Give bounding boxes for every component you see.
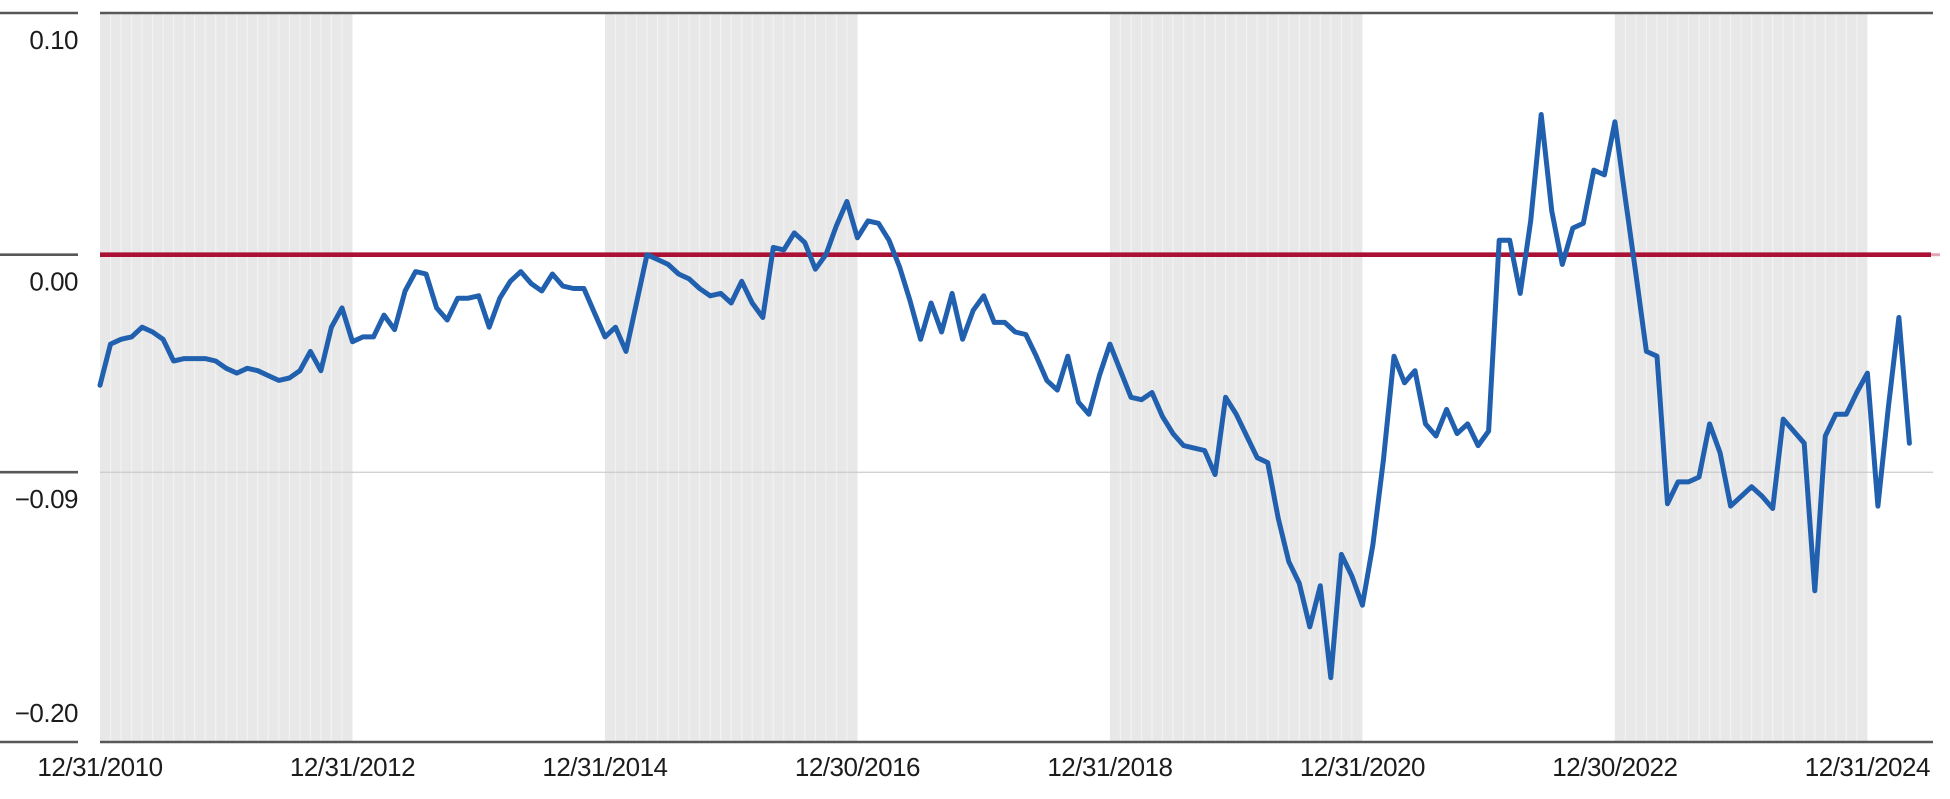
x-tick-label: 12/31/2012 [290,752,415,782]
x-tick-label: 12/30/2016 [795,752,920,782]
x-tick-label: 12/30/2022 [1552,752,1677,782]
y-tick-label: −0.09 [15,484,78,514]
y-tick-label: −0.20 [15,698,78,728]
y-tick-label: 0.00 [29,267,78,297]
y-tick-label: 0.10 [29,25,78,55]
x-tick-label: 12/31/2018 [1047,752,1172,782]
x-tick-label: 12/31/2020 [1300,752,1425,782]
x-tick-label: 12/31/2014 [542,752,667,782]
series-line [97,112,1912,681]
x-tick-label: 12/31/2024 [1805,752,1930,782]
x-tick-label: 12/31/2010 [37,752,162,782]
